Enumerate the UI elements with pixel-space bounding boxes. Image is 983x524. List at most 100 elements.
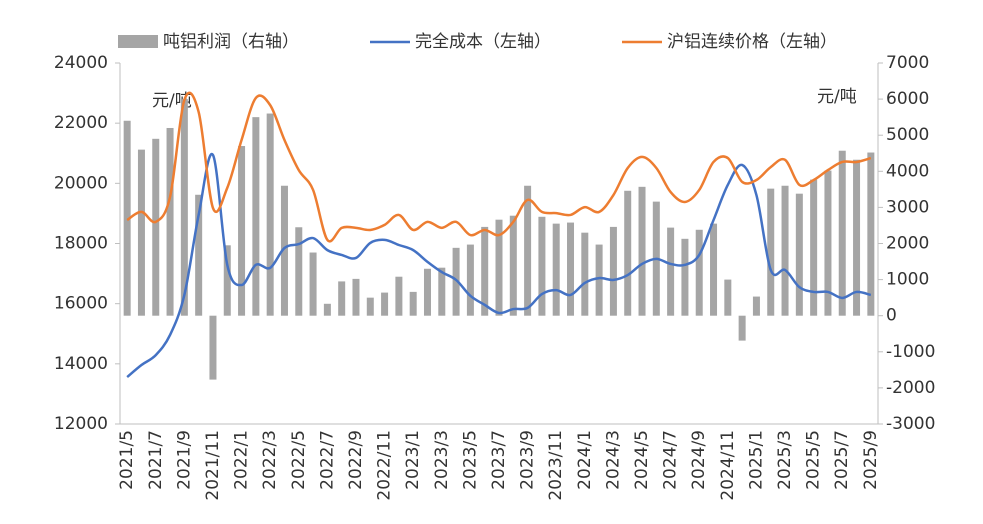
bar xyxy=(609,226,617,316)
line xyxy=(126,152,872,379)
y2-tick-label: 3000 xyxy=(886,197,929,217)
x-tick-label: 2021/7 xyxy=(146,430,166,490)
bar xyxy=(481,226,489,316)
bar xyxy=(595,244,603,316)
bar xyxy=(309,252,317,316)
bar xyxy=(252,117,260,316)
bar xyxy=(638,186,646,316)
bar xyxy=(810,179,818,316)
bar xyxy=(295,227,303,316)
bar xyxy=(166,127,174,316)
y-tick-label: 16000 xyxy=(54,294,108,314)
x-tick-label: 2024/7 xyxy=(661,430,681,490)
bar xyxy=(366,297,374,316)
y-tick-label: 20000 xyxy=(54,173,108,193)
y2-tick-label: 6000 xyxy=(886,89,929,109)
x-tick-label: 2022/7 xyxy=(317,430,337,490)
x-tick-label: 2023/3 xyxy=(432,430,452,490)
bar xyxy=(209,315,217,380)
x-tick-label: 2023/11 xyxy=(546,430,566,501)
bar xyxy=(838,150,846,316)
x-tick-label: 2022/3 xyxy=(260,430,280,490)
x-tick-label: 2024/5 xyxy=(632,430,652,490)
bar xyxy=(466,244,474,316)
bar xyxy=(824,170,832,316)
bar xyxy=(409,291,417,316)
y2-tick-label: 0 xyxy=(886,306,897,326)
bar xyxy=(724,279,732,316)
x-tick-label: 2024/3 xyxy=(603,430,623,490)
bar xyxy=(567,222,575,316)
bar xyxy=(452,247,460,316)
bar xyxy=(710,223,718,316)
bar xyxy=(266,113,274,316)
y2-tick-label: 5000 xyxy=(886,125,929,145)
bar xyxy=(767,188,775,316)
x-tick-label: 2025/9 xyxy=(861,430,881,490)
legend-swatch xyxy=(118,35,158,48)
x-tick-label: 2024/1 xyxy=(575,430,595,490)
y2-unit: 元/吨 xyxy=(817,87,857,107)
x-tick-label: 2025/5 xyxy=(804,430,824,490)
bar xyxy=(338,281,346,316)
bar xyxy=(538,216,546,316)
bar xyxy=(280,185,288,316)
line xyxy=(126,91,872,243)
legend-label: 完全成本（左轴） xyxy=(415,32,551,52)
x-tick-label: 2021/11 xyxy=(203,430,223,501)
bar xyxy=(137,149,145,316)
y2-tick-label: -1000 xyxy=(886,342,935,362)
bar xyxy=(352,278,360,316)
y-tick-label: 18000 xyxy=(54,234,108,254)
x-tick-label: 2025/1 xyxy=(746,430,766,490)
bar xyxy=(195,194,203,316)
bar xyxy=(752,296,760,316)
bar xyxy=(509,215,517,316)
bar xyxy=(853,159,861,316)
bar xyxy=(123,120,131,316)
x-tick-label: 2021/9 xyxy=(174,430,194,490)
y2-tick-label: 7000 xyxy=(886,53,929,73)
x-tick-label: 2023/5 xyxy=(460,430,480,490)
x-tick-label: 2022/1 xyxy=(232,430,252,490)
y-tick-label: 12000 xyxy=(54,414,108,434)
x-tick-label: 2024/11 xyxy=(718,430,738,501)
x-tick-label: 2022/5 xyxy=(289,430,309,490)
bar xyxy=(681,238,689,316)
x-tick-label: 2021/5 xyxy=(117,430,137,490)
x-tick-label: 2024/9 xyxy=(689,430,709,490)
bar xyxy=(323,303,331,316)
y-tick-label: 14000 xyxy=(54,354,108,374)
x-tick-label: 2023/7 xyxy=(489,430,509,490)
bar xyxy=(381,292,389,316)
y2-tick-label: 4000 xyxy=(886,161,929,181)
y2-tick-label: 2000 xyxy=(886,234,929,254)
bar xyxy=(581,232,589,316)
y-tick-label: 22000 xyxy=(54,113,108,133)
bar xyxy=(395,276,403,316)
x-tick-label: 2023/1 xyxy=(403,430,423,490)
bar xyxy=(495,219,503,316)
legend-label: 沪铝连续价格（左轴） xyxy=(667,32,837,52)
bar xyxy=(223,245,231,316)
bar xyxy=(423,268,431,316)
x-tick-label: 2025/7 xyxy=(832,430,852,490)
legend-label: 吨铝利润（右轴） xyxy=(163,32,299,52)
bar xyxy=(438,267,446,316)
x-tick-label: 2023/9 xyxy=(518,430,538,490)
bar xyxy=(738,315,746,341)
bar xyxy=(867,152,875,316)
bar xyxy=(180,99,188,316)
y2-tick-label: 1000 xyxy=(886,270,929,290)
bar xyxy=(552,223,560,316)
y-tick-label: 24000 xyxy=(54,53,108,73)
x-tick-label: 2025/3 xyxy=(775,430,795,490)
bar xyxy=(524,185,532,316)
bar xyxy=(624,190,632,316)
bar xyxy=(795,193,803,316)
bar xyxy=(781,185,789,316)
bar xyxy=(695,229,703,316)
bar xyxy=(667,227,675,316)
